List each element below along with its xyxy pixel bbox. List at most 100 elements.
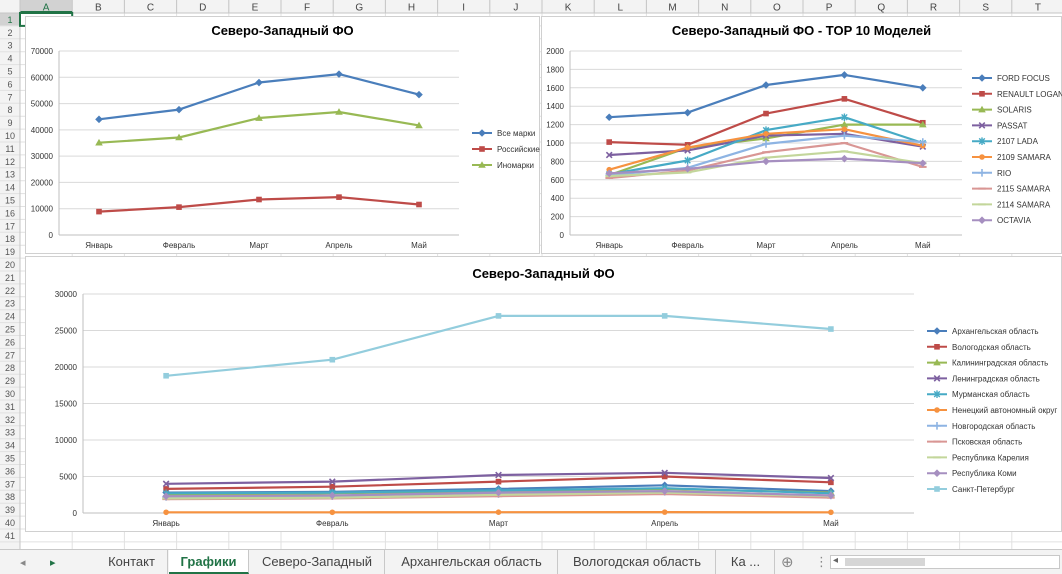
chart-top10-models[interactable]: Северо-Западный ФО - TOP 10 Моделей 0 200… (541, 16, 1062, 254)
chart-overall[interactable]: Северо-Западный ФО 0 10000 20000 30000 40000… (25, 16, 540, 254)
column-header[interactable]: I (462, 3, 465, 14)
column-header[interactable]: A (43, 3, 50, 14)
row-header[interactable]: 26 (5, 337, 15, 347)
legend-entry: RIO (997, 169, 1011, 178)
row-header[interactable]: 3 (7, 41, 12, 51)
row-header[interactable]: 8 (7, 105, 12, 115)
horizontal-scrollbar[interactable]: ◂ (830, 555, 1060, 569)
row-header[interactable]: 30 (5, 389, 15, 399)
row-header[interactable]: 40 (5, 518, 15, 528)
column-header[interactable]: B (95, 3, 102, 14)
legend-entry: Архангельская область (952, 327, 1039, 336)
row-header[interactable]: 35 (5, 454, 15, 464)
data-point (684, 144, 691, 151)
row-header[interactable]: 31 (5, 402, 15, 412)
row-header[interactable]: 13 (5, 170, 15, 180)
tab-more-sheets[interactable]: Ка ... (717, 550, 775, 574)
row-header[interactable]: 17 (5, 221, 15, 231)
row-header[interactable]: 10 (5, 131, 15, 141)
row-header[interactable]: 15 (5, 196, 15, 206)
row-header[interactable]: 32 (5, 415, 15, 425)
y-tick-label: 15000 (55, 400, 78, 409)
data-point (840, 120, 849, 128)
column-header[interactable]: R (930, 3, 937, 14)
legend-marker (933, 327, 941, 335)
row-header[interactable]: 25 (5, 325, 15, 335)
y-tick-label: 50000 (31, 100, 54, 109)
legend-marker (978, 216, 986, 224)
column-header[interactable]: S (982, 3, 989, 14)
row-header[interactable]: 22 (5, 286, 15, 296)
row-header[interactable]: 6 (7, 79, 12, 89)
data-point (661, 473, 668, 480)
row-header[interactable]: 39 (5, 505, 15, 515)
column-header[interactable]: T (1035, 3, 1041, 14)
row-header[interactable]: 2 (7, 28, 12, 38)
x-tick-label: Май (915, 241, 931, 250)
row-header[interactable]: 11 (5, 144, 14, 154)
column-header[interactable]: L (618, 3, 624, 14)
tab-next-button[interactable]: ▸ (50, 557, 56, 569)
row-header[interactable]: 16 (5, 208, 15, 218)
column-header[interactable]: D (199, 3, 206, 14)
column-header[interactable]: K (565, 3, 572, 14)
tab-prev-button[interactable]: ◂ (20, 557, 26, 569)
column-header[interactable]: G (355, 3, 363, 14)
legend-marker (978, 105, 986, 113)
column-header[interactable]: P (826, 3, 833, 14)
spreadsheet-area[interactable]: A B C D E F G H I J K L M N O P Q R S T 1 2 3 4 5 6 7 8 9 10 11 12 13 14 1… (0, 0, 1062, 549)
data-point (494, 488, 503, 497)
tab-northwest[interactable]: Северо-Западный (250, 550, 385, 574)
row-header[interactable]: 18 (5, 234, 15, 244)
row-header[interactable]: 19 (5, 247, 15, 257)
legend-entry: Ленинградская область (952, 374, 1040, 383)
tab-charts[interactable]: Графики (169, 550, 249, 574)
column-header[interactable]: O (773, 3, 781, 14)
row-header[interactable]: 33 (5, 428, 15, 438)
data-point (841, 126, 848, 132)
row-header[interactable]: 28 (5, 363, 15, 373)
chart-regions[interactable]: Северо-Западный ФО 0 5000 10000 15000 20000 2… (25, 256, 1062, 532)
column-header[interactable]: E (252, 3, 259, 14)
row-header[interactable]: 12 (5, 157, 15, 167)
tab-vologda[interactable]: Вологодская область (559, 550, 716, 574)
scroll-thumb[interactable] (845, 558, 925, 566)
add-sheet-button[interactable]: ⊕ (781, 554, 794, 571)
legend-marker (479, 146, 485, 152)
row-header[interactable]: 5 (7, 67, 12, 77)
row-header[interactable]: 7 (7, 92, 12, 102)
column-header[interactable]: F (304, 3, 310, 14)
row-header[interactable]: 37 (5, 479, 15, 489)
y-tick-label: 30000 (31, 152, 54, 161)
column-header[interactable]: C (147, 3, 154, 14)
x-tick-label: Февраль (316, 519, 349, 528)
row-header[interactable]: 1 (7, 15, 12, 25)
data-point (495, 313, 502, 319)
row-header[interactable]: 20 (5, 260, 15, 270)
row-header[interactable]: 41 (5, 531, 15, 541)
row-header[interactable]: 4 (7, 54, 12, 64)
row-header[interactable]: 24 (5, 312, 15, 322)
column-header[interactable]: Q (877, 3, 885, 14)
row-header[interactable]: 21 (5, 273, 15, 283)
scroll-left-icon[interactable]: ◂ (833, 555, 839, 566)
legend-marker (478, 161, 486, 168)
row-header[interactable]: 34 (5, 441, 15, 451)
tab-contact[interactable]: Контакт (96, 550, 168, 574)
column-header[interactable]: N (721, 3, 728, 14)
row-header[interactable]: 36 (5, 466, 15, 476)
row-header[interactable]: 23 (5, 299, 15, 309)
column-header[interactable]: J (513, 3, 518, 14)
row-header[interactable]: 9 (7, 118, 12, 128)
y-tick-label: 200 (551, 213, 565, 222)
column-header[interactable]: M (668, 3, 676, 14)
data-point (255, 78, 263, 87)
legend-entry: Российские (497, 145, 540, 154)
row-header[interactable]: 29 (5, 376, 15, 386)
row-header[interactable]: 38 (5, 492, 15, 502)
row-header[interactable]: 27 (5, 350, 15, 360)
chart-plot: 0 10000 20000 30000 40000 50000 60000 70000 Янва… (31, 47, 541, 250)
row-header[interactable]: 14 (5, 183, 15, 193)
tab-arkhangelsk[interactable]: Архангельская область (386, 550, 558, 574)
column-header[interactable]: H (408, 3, 415, 14)
